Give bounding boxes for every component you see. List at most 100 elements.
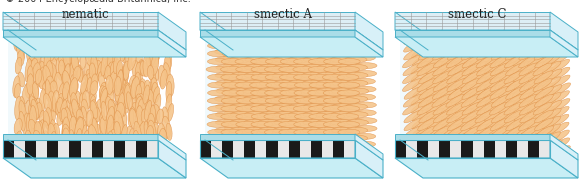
Ellipse shape bbox=[500, 132, 519, 145]
Ellipse shape bbox=[106, 90, 114, 110]
Ellipse shape bbox=[331, 143, 353, 149]
Polygon shape bbox=[400, 30, 428, 160]
Bar bbox=[395, 134, 550, 140]
Text: nematic: nematic bbox=[61, 7, 109, 21]
Ellipse shape bbox=[536, 83, 555, 96]
Ellipse shape bbox=[433, 47, 452, 60]
Ellipse shape bbox=[504, 94, 524, 107]
Bar bbox=[113, 140, 125, 158]
Ellipse shape bbox=[281, 71, 304, 76]
Ellipse shape bbox=[432, 87, 451, 99]
Bar bbox=[200, 12, 355, 30]
Ellipse shape bbox=[151, 78, 158, 95]
Ellipse shape bbox=[337, 113, 359, 120]
Ellipse shape bbox=[27, 74, 34, 95]
Ellipse shape bbox=[552, 83, 570, 96]
Ellipse shape bbox=[504, 110, 523, 123]
Ellipse shape bbox=[345, 143, 367, 149]
Ellipse shape bbox=[418, 118, 436, 131]
Ellipse shape bbox=[426, 108, 445, 121]
Ellipse shape bbox=[26, 133, 33, 149]
Ellipse shape bbox=[40, 89, 46, 112]
Ellipse shape bbox=[426, 132, 446, 145]
Ellipse shape bbox=[253, 110, 275, 116]
Ellipse shape bbox=[434, 59, 453, 72]
Ellipse shape bbox=[505, 79, 525, 91]
Ellipse shape bbox=[157, 34, 164, 55]
Ellipse shape bbox=[91, 25, 99, 49]
Ellipse shape bbox=[353, 141, 376, 147]
Ellipse shape bbox=[490, 87, 509, 99]
Ellipse shape bbox=[325, 55, 347, 61]
Ellipse shape bbox=[542, 108, 561, 121]
Bar bbox=[245, 140, 256, 158]
Ellipse shape bbox=[71, 78, 77, 93]
Ellipse shape bbox=[464, 91, 483, 103]
Ellipse shape bbox=[514, 93, 532, 105]
Ellipse shape bbox=[297, 71, 319, 76]
Ellipse shape bbox=[25, 130, 33, 150]
Ellipse shape bbox=[145, 91, 152, 111]
Ellipse shape bbox=[91, 111, 97, 133]
Ellipse shape bbox=[140, 61, 147, 76]
Ellipse shape bbox=[223, 55, 245, 61]
Ellipse shape bbox=[266, 94, 288, 100]
Ellipse shape bbox=[60, 100, 67, 122]
Ellipse shape bbox=[96, 36, 102, 56]
Ellipse shape bbox=[166, 52, 172, 71]
Ellipse shape bbox=[303, 64, 325, 71]
Ellipse shape bbox=[114, 76, 121, 96]
Ellipse shape bbox=[224, 125, 246, 132]
Ellipse shape bbox=[433, 71, 452, 83]
Ellipse shape bbox=[118, 98, 125, 115]
Ellipse shape bbox=[490, 118, 509, 131]
Ellipse shape bbox=[462, 102, 481, 115]
Ellipse shape bbox=[225, 149, 246, 155]
Ellipse shape bbox=[19, 101, 26, 124]
Ellipse shape bbox=[105, 65, 111, 80]
Ellipse shape bbox=[258, 88, 280, 94]
Ellipse shape bbox=[148, 133, 156, 157]
Ellipse shape bbox=[238, 102, 260, 108]
Ellipse shape bbox=[346, 135, 367, 141]
Ellipse shape bbox=[230, 120, 252, 125]
Ellipse shape bbox=[149, 106, 157, 122]
Bar bbox=[92, 140, 102, 158]
Ellipse shape bbox=[464, 122, 483, 135]
Ellipse shape bbox=[303, 120, 325, 125]
Ellipse shape bbox=[28, 40, 36, 61]
Ellipse shape bbox=[294, 35, 315, 41]
Ellipse shape bbox=[505, 39, 524, 52]
Ellipse shape bbox=[535, 75, 555, 88]
Ellipse shape bbox=[338, 98, 360, 104]
Ellipse shape bbox=[441, 85, 459, 97]
Ellipse shape bbox=[166, 143, 173, 161]
Ellipse shape bbox=[455, 38, 474, 50]
Ellipse shape bbox=[45, 108, 52, 130]
Ellipse shape bbox=[166, 74, 174, 97]
Ellipse shape bbox=[449, 138, 468, 151]
Ellipse shape bbox=[264, 129, 286, 135]
Ellipse shape bbox=[521, 67, 540, 80]
Ellipse shape bbox=[251, 51, 273, 57]
Ellipse shape bbox=[129, 107, 136, 124]
Ellipse shape bbox=[337, 137, 359, 143]
Ellipse shape bbox=[152, 82, 159, 103]
Ellipse shape bbox=[23, 113, 29, 134]
Ellipse shape bbox=[236, 121, 258, 127]
Ellipse shape bbox=[325, 63, 347, 69]
Ellipse shape bbox=[243, 88, 266, 94]
Ellipse shape bbox=[19, 96, 25, 113]
Polygon shape bbox=[158, 140, 186, 178]
Ellipse shape bbox=[253, 63, 276, 69]
Ellipse shape bbox=[450, 91, 469, 103]
Ellipse shape bbox=[97, 100, 105, 119]
Bar bbox=[462, 140, 473, 158]
Ellipse shape bbox=[76, 109, 84, 127]
Ellipse shape bbox=[224, 94, 246, 100]
Ellipse shape bbox=[136, 106, 143, 128]
Ellipse shape bbox=[134, 121, 142, 145]
Ellipse shape bbox=[402, 134, 422, 146]
Ellipse shape bbox=[56, 93, 63, 114]
Ellipse shape bbox=[535, 110, 553, 123]
